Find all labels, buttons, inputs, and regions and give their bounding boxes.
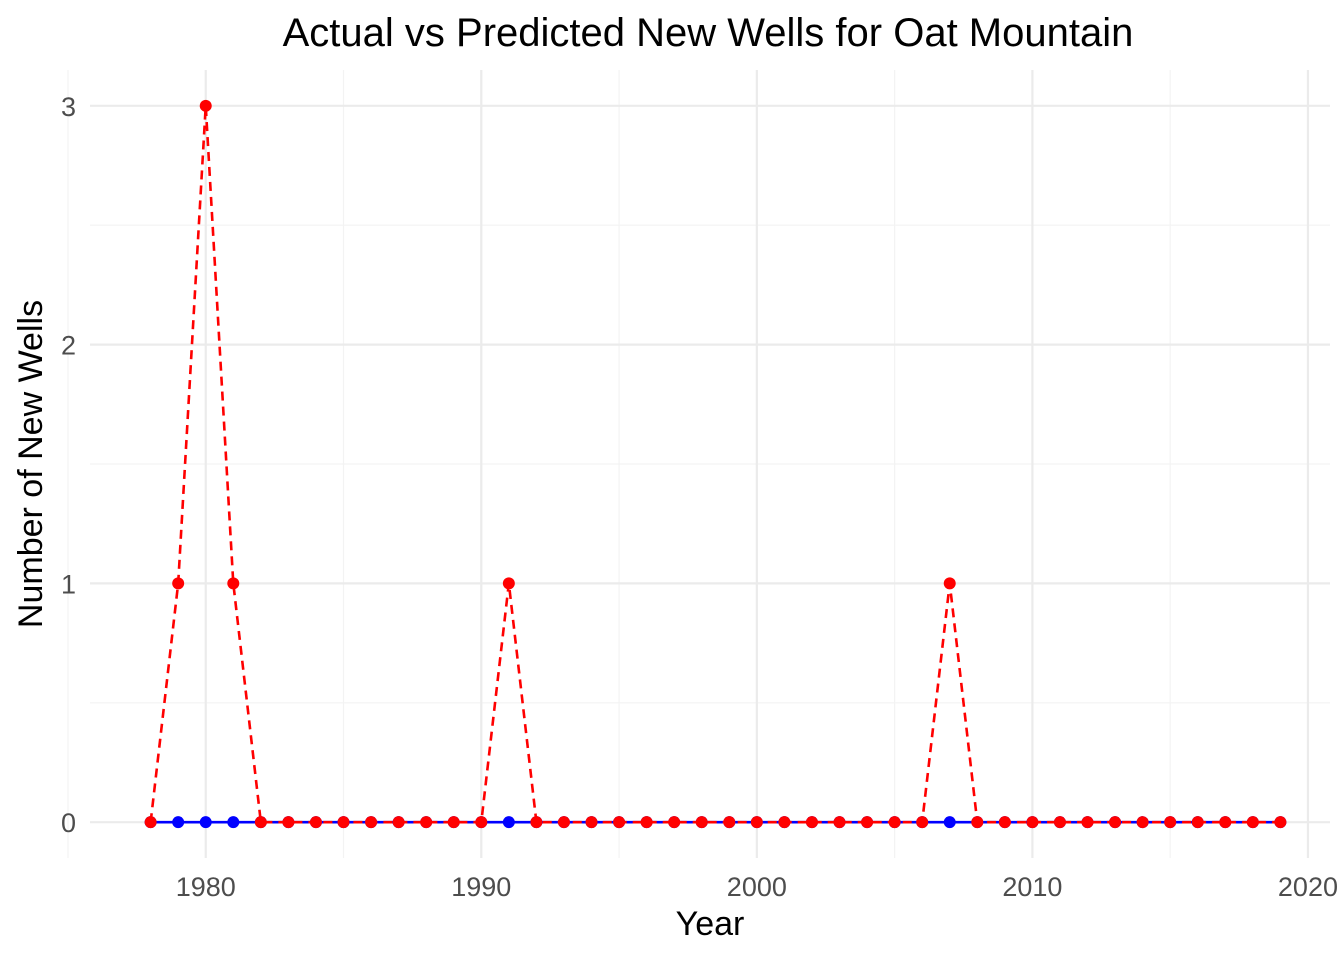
data-point	[502, 816, 515, 829]
data-point	[144, 816, 157, 829]
data-point	[254, 816, 267, 829]
data-point	[365, 816, 378, 829]
y-tick-label: 0	[61, 808, 76, 838]
data-point	[199, 99, 212, 112]
data-point	[227, 577, 240, 590]
data-point	[1191, 816, 1204, 829]
data-point	[475, 816, 488, 829]
data-point	[943, 577, 956, 590]
data-point	[833, 816, 846, 829]
data-point	[888, 816, 901, 829]
y-tick-label: 3	[61, 92, 76, 122]
data-point	[723, 816, 736, 829]
chart-title: Actual vs Predicted New Wells for Oat Mo…	[283, 11, 1134, 55]
data-point	[971, 816, 984, 829]
y-axis-title: Number of New Wells	[12, 300, 50, 628]
data-point	[392, 816, 405, 829]
x-axis-title: Year	[676, 905, 745, 943]
x-tick-label: 1980	[176, 872, 236, 902]
data-point	[1109, 816, 1122, 829]
data-point	[530, 816, 543, 829]
data-point	[861, 816, 874, 829]
data-point	[337, 816, 350, 829]
data-point	[613, 816, 626, 829]
x-tick-label: 2000	[727, 872, 787, 902]
data-point	[1164, 816, 1177, 829]
x-tick-label: 2010	[1002, 872, 1062, 902]
data-point	[1081, 816, 1094, 829]
data-point	[695, 816, 708, 829]
x-tick-label: 1990	[451, 872, 511, 902]
data-point	[172, 816, 185, 829]
data-point	[172, 577, 185, 590]
data-point	[1246, 816, 1259, 829]
data-point	[1274, 816, 1287, 829]
data-point	[916, 816, 929, 829]
data-point	[447, 816, 460, 829]
grid	[67, 70, 1330, 858]
data-point	[943, 816, 956, 829]
data-point	[750, 816, 763, 829]
data-point	[557, 816, 570, 829]
series-layer	[144, 99, 1287, 829]
data-point	[199, 816, 212, 829]
data-point	[1053, 816, 1066, 829]
data-point	[585, 816, 598, 829]
y-tick-label: 1	[61, 569, 76, 599]
data-point	[668, 816, 681, 829]
data-point	[998, 816, 1011, 829]
data-point	[1219, 816, 1232, 829]
data-point	[1136, 816, 1149, 829]
x-tick-label: 2020	[1278, 872, 1338, 902]
data-point	[805, 816, 818, 829]
data-point	[227, 816, 240, 829]
data-point	[778, 816, 791, 829]
data-point	[309, 816, 322, 829]
y-tick-label: 2	[61, 331, 76, 361]
data-point	[282, 816, 295, 829]
data-point	[640, 816, 653, 829]
tick-labels: 1980 1990 2000 2010 2020 0 1 2 3	[61, 92, 1338, 902]
series-red	[144, 99, 1287, 829]
data-point	[502, 577, 515, 590]
data-point	[1026, 816, 1039, 829]
data-point	[420, 816, 433, 829]
